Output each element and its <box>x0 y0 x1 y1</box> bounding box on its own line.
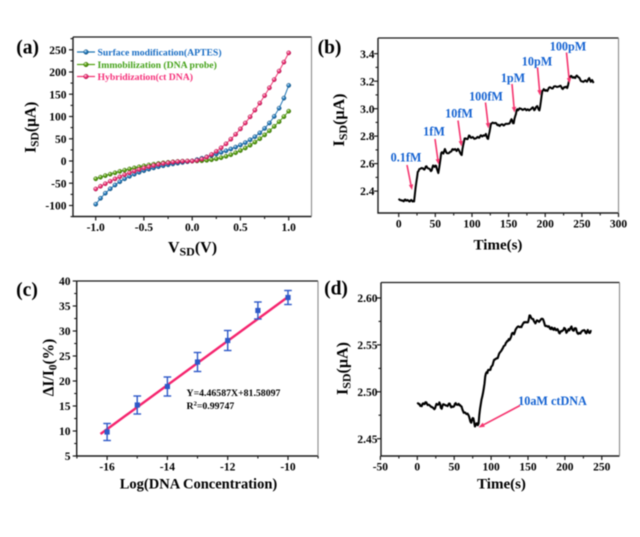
svg-text:100: 100 <box>482 462 500 474</box>
svg-text:200: 200 <box>556 462 574 474</box>
svg-text:35: 35 <box>59 301 71 313</box>
svg-text:25: 25 <box>59 351 71 363</box>
svg-text:50: 50 <box>430 219 442 231</box>
svg-text:ISD(µA): ISD(µA) <box>331 93 350 146</box>
svg-text:-1.0: -1.0 <box>87 222 105 234</box>
svg-text:-14: -14 <box>160 462 176 474</box>
svg-text:2.45: 2.45 <box>357 434 377 446</box>
svg-text:3.4: 3.4 <box>360 49 375 61</box>
svg-text:2.6: 2.6 <box>360 159 375 171</box>
svg-text:2.50: 2.50 <box>357 387 377 399</box>
svg-text:0.5: 0.5 <box>233 222 248 234</box>
svg-text:0.1fM: 0.1fM <box>391 151 422 165</box>
svg-text:(c): (c) <box>16 280 38 301</box>
svg-text:40: 40 <box>59 276 71 288</box>
svg-text:2.60: 2.60 <box>357 293 377 305</box>
svg-text:5: 5 <box>65 451 71 463</box>
svg-text:Immobilization (DNA probe): Immobilization (DNA probe) <box>98 60 217 71</box>
svg-text:250: 250 <box>593 462 611 474</box>
svg-text:3.0: 3.0 <box>360 104 375 116</box>
svg-text:1fM: 1fM <box>423 125 445 139</box>
svg-text:3.2: 3.2 <box>360 76 375 88</box>
svg-text:300: 300 <box>610 219 628 231</box>
svg-text:Time(s): Time(s) <box>477 477 526 493</box>
svg-text:50: 50 <box>448 462 460 474</box>
svg-text:10aM ctDNA: 10aM ctDNA <box>518 394 587 408</box>
svg-text:50: 50 <box>55 134 67 146</box>
svg-text:VSD(V): VSD(V) <box>168 240 217 259</box>
svg-text:-12: -12 <box>220 462 236 474</box>
svg-text:10fM: 10fM <box>445 107 473 121</box>
svg-text:-100: -100 <box>45 201 66 213</box>
svg-text:Time(s): Time(s) <box>474 238 523 254</box>
svg-text:R2=0.99747: R2=0.99747 <box>187 401 235 413</box>
svg-text:250: 250 <box>49 45 67 57</box>
svg-text:20: 20 <box>59 376 71 388</box>
svg-text:100pM: 100pM <box>550 40 587 54</box>
svg-text:Hybridization(ct DNA): Hybridization(ct DNA) <box>98 72 194 83</box>
svg-text:15: 15 <box>59 401 71 413</box>
svg-text:150: 150 <box>500 219 518 231</box>
svg-text:-0.5: -0.5 <box>135 222 153 234</box>
svg-text:ISD(µA): ISD(µA) <box>335 342 354 395</box>
svg-text:-16: -16 <box>99 462 115 474</box>
svg-text:1pM: 1pM <box>501 71 526 85</box>
svg-text:1.0: 1.0 <box>282 222 297 234</box>
svg-text:100: 100 <box>49 112 67 124</box>
svg-text:(a): (a) <box>16 37 39 58</box>
svg-text:30: 30 <box>59 326 71 338</box>
svg-text:-50: -50 <box>51 178 67 190</box>
svg-text:2.4: 2.4 <box>360 186 375 198</box>
svg-text:Surface modification(APTES): Surface modification(APTES) <box>98 48 222 59</box>
svg-text:Log(DNA Concentration): Log(DNA Concentration) <box>120 477 278 493</box>
svg-text:0.0: 0.0 <box>185 222 200 234</box>
svg-text:2.8: 2.8 <box>360 131 375 143</box>
svg-text:10: 10 <box>59 426 71 438</box>
svg-text:2.55: 2.55 <box>357 340 377 352</box>
svg-text:100: 100 <box>463 219 481 231</box>
svg-text:(d): (d) <box>324 279 348 300</box>
svg-text:ΔI/I0(%): ΔI/I0(%) <box>41 339 60 397</box>
svg-text:Y=4.46587X+81.58097: Y=4.46587X+81.58097 <box>187 388 281 399</box>
svg-text:200: 200 <box>537 219 555 231</box>
svg-text:200: 200 <box>49 67 67 79</box>
svg-text:150: 150 <box>519 462 537 474</box>
svg-text:150: 150 <box>49 89 67 101</box>
svg-text:(b): (b) <box>318 37 342 58</box>
svg-text:0: 0 <box>61 156 67 168</box>
svg-text:10pM: 10pM <box>522 55 553 69</box>
svg-text:250: 250 <box>573 219 591 231</box>
svg-text:100fM: 100fM <box>469 90 503 104</box>
svg-text:-10: -10 <box>280 462 296 474</box>
svg-text:0: 0 <box>396 219 402 231</box>
svg-text:-50: -50 <box>373 462 389 474</box>
svg-text:0: 0 <box>414 462 420 474</box>
